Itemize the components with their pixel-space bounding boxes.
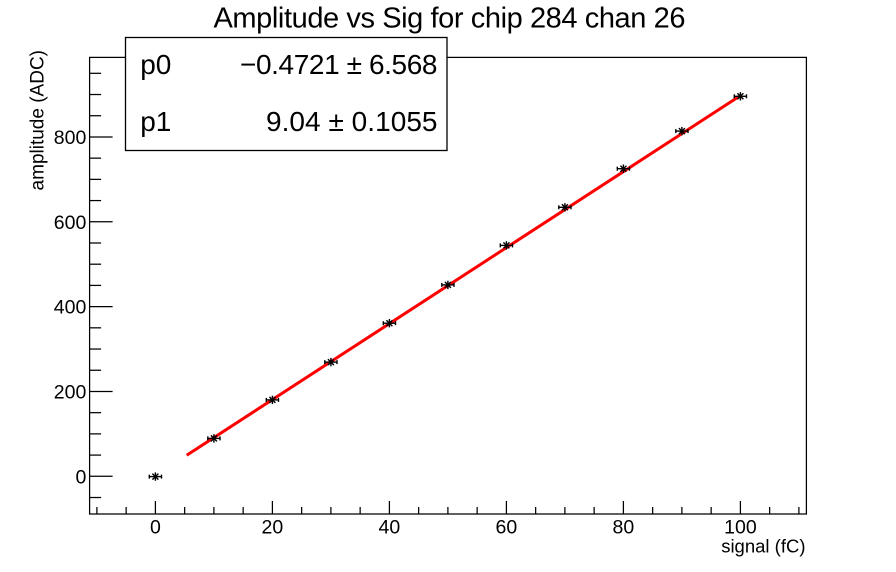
svg-text:200: 200	[54, 382, 87, 404]
svg-text:20: 20	[262, 517, 284, 539]
svg-text:amplitude (ADC): amplitude (ADC)	[28, 50, 49, 190]
svg-text:Amplitude vs Sig for chip 284: Amplitude vs Sig for chip 284 chan 26	[214, 3, 686, 35]
svg-text:p0: p0	[140, 49, 171, 80]
svg-text:800: 800	[54, 127, 87, 149]
svg-text:40: 40	[379, 517, 401, 539]
svg-text:0: 0	[75, 466, 86, 488]
svg-text:−0.4721 ± 6.568: −0.4721 ± 6.568	[240, 49, 438, 80]
svg-text:signal (fC): signal (fC)	[721, 536, 805, 557]
svg-text:60: 60	[496, 517, 518, 539]
svg-text:9.04 ± 0.1055: 9.04 ± 0.1055	[266, 106, 438, 137]
svg-text:600: 600	[54, 212, 87, 234]
svg-text:p1: p1	[140, 106, 171, 137]
svg-text:400: 400	[54, 297, 87, 319]
svg-text:0: 0	[150, 517, 161, 539]
svg-text:80: 80	[613, 517, 635, 539]
svg-text:100: 100	[724, 517, 757, 539]
